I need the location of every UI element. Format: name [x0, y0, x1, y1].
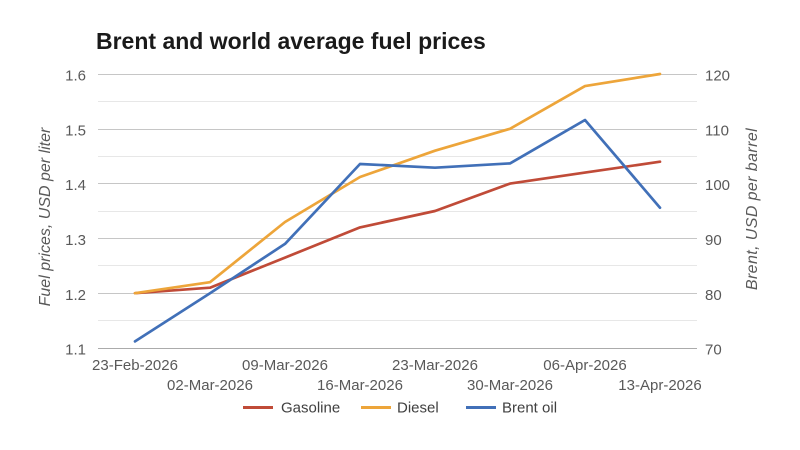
svg-text:100: 100: [705, 177, 730, 194]
svg-text:80: 80: [705, 287, 722, 304]
svg-text:70: 70: [705, 342, 722, 359]
svg-text:1.5: 1.5: [65, 123, 86, 140]
svg-text:120: 120: [705, 68, 730, 85]
svg-text:90: 90: [705, 232, 722, 249]
svg-text:30-Mar-2026: 30-Mar-2026: [467, 377, 553, 394]
svg-text:Brent and world average fuel p: Brent and world average fuel prices: [96, 28, 486, 54]
svg-text:110: 110: [705, 123, 729, 140]
svg-text:Gasoline: Gasoline: [281, 400, 340, 417]
svg-text:02-Mar-2026: 02-Mar-2026: [167, 377, 253, 394]
svg-text:Brent oil: Brent oil: [502, 400, 557, 417]
svg-text:06-Apr-2026: 06-Apr-2026: [543, 357, 626, 374]
svg-text:13-Apr-2026: 13-Apr-2026: [618, 377, 701, 394]
svg-text:1.4: 1.4: [65, 177, 86, 194]
svg-text:1.2: 1.2: [65, 287, 86, 304]
svg-text:1.6: 1.6: [65, 68, 86, 85]
svg-text:Fuel prices, USD per liter: Fuel prices, USD per liter: [37, 127, 54, 306]
svg-text:1.3: 1.3: [65, 232, 86, 249]
svg-text:Brent, USD per barrel: Brent, USD per barrel: [744, 128, 761, 290]
svg-text:1.1: 1.1: [65, 342, 86, 359]
svg-text:23-Mar-2026: 23-Mar-2026: [392, 357, 478, 374]
svg-text:16-Mar-2026: 16-Mar-2026: [317, 377, 403, 394]
svg-text:09-Mar-2026: 09-Mar-2026: [242, 357, 328, 374]
svg-text:23-Feb-2026: 23-Feb-2026: [92, 357, 178, 374]
svg-text:Diesel: Diesel: [397, 400, 439, 417]
